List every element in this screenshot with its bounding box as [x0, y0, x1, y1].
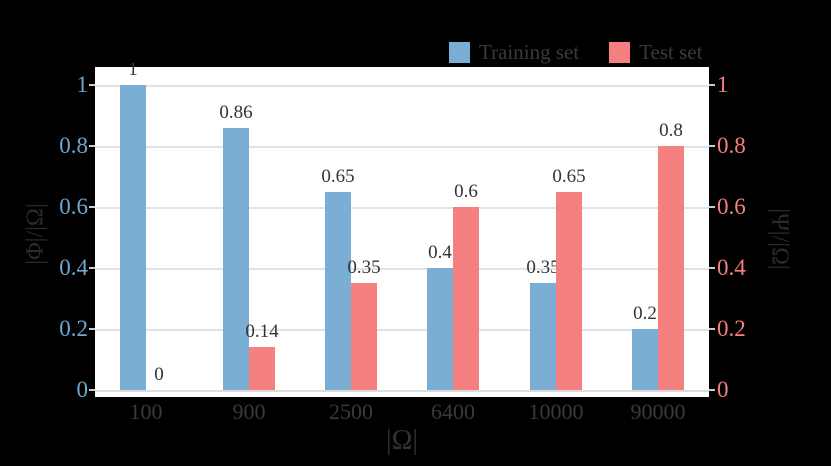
x-axis-label: |Ω| — [385, 425, 419, 456]
gridline — [95, 268, 709, 270]
bar-value-label: 0.4 — [428, 242, 452, 263]
bar-test-set — [556, 192, 582, 390]
y-tick-label-left: 0.2 — [59, 316, 88, 341]
x-tick-label: 900 — [232, 399, 266, 424]
tick-mark — [709, 145, 715, 147]
y-tick-label-left: 0.8 — [59, 133, 88, 158]
x-tick-label: 100 — [129, 399, 163, 424]
bar-test-set — [249, 347, 275, 390]
tick-mark — [709, 328, 715, 330]
bar-value-label: 0.14 — [245, 321, 279, 342]
bar-training-set — [427, 268, 453, 390]
bar-value-label: 0.6 — [454, 181, 478, 202]
tick-mark — [89, 328, 95, 330]
tick-mark — [89, 267, 95, 269]
tick-mark — [89, 206, 95, 208]
y-tick-label-left: 0.6 — [59, 194, 88, 219]
y-tick-label-right: 0.6 — [717, 194, 746, 219]
tick-mark — [709, 389, 715, 391]
bar-test-set — [453, 207, 479, 390]
tick-mark — [89, 389, 95, 391]
y-tick-label-left: 0 — [76, 377, 89, 402]
tick-mark — [709, 267, 715, 269]
bar-training-set — [325, 192, 351, 390]
bar-training-set — [632, 329, 658, 390]
bar-value-label: 0.35 — [526, 257, 560, 278]
tick-mark — [709, 84, 715, 86]
bar-value-label: 0.8 — [659, 120, 683, 141]
x-tick-label: 90000 — [630, 399, 686, 424]
legend-label-training-set: Training set — [479, 40, 580, 64]
y-tick-label-right: 1 — [717, 72, 729, 97]
bar-value-label: 1 — [128, 59, 138, 80]
x-tick-label: 10000 — [528, 399, 584, 424]
y-tick-label-left: 1 — [76, 72, 89, 97]
y-tick-label-right: 0.2 — [717, 316, 746, 341]
bar-test-set — [658, 146, 684, 390]
bar-value-label: 0.35 — [347, 257, 381, 278]
bar-training-set — [530, 283, 556, 390]
training-set-swatch-icon — [449, 41, 470, 63]
tick-mark — [89, 145, 95, 147]
bar-value-label: 0.65 — [552, 166, 586, 187]
legend-item-training-set: Training set — [449, 40, 579, 64]
legend-item-test-set: Test set — [609, 40, 702, 64]
legend-label-test-set: Test set — [639, 40, 703, 64]
bar-value-label: 0.65 — [321, 166, 355, 187]
bar-value-label: 0 — [154, 364, 164, 385]
x-tick-label: 2500 — [329, 399, 373, 424]
gridline — [95, 329, 709, 331]
y-tick-label-right: 0 — [717, 377, 729, 402]
plot-area: 1 0 0.86 0.14 0.65 0.35 0.4 0.6 0.35 0.65 0.2 0.8 — [95, 59, 709, 397]
y-axis-label-right: |Ψ|/|Ω| — [766, 208, 793, 270]
tick-mark — [89, 84, 95, 86]
gridline — [95, 146, 709, 148]
bar-value-label: 0.2 — [633, 303, 657, 324]
x-axis-baseline — [95, 390, 709, 392]
x-tick-label: 6400 — [431, 399, 475, 424]
test-set-swatch-icon — [609, 41, 631, 63]
gridline — [95, 85, 709, 87]
chart-legend: Training set Test set — [449, 40, 702, 64]
y-tick-label-left: 0.4 — [59, 255, 88, 280]
bar-test-set — [351, 283, 377, 390]
bar-value-label: 0.86 — [219, 102, 253, 123]
y-tick-label-right: 0.4 — [717, 255, 746, 280]
y-tick-label-right: 0.8 — [717, 133, 746, 158]
gridline — [95, 207, 709, 209]
bar-training-set — [120, 85, 146, 390]
tick-mark — [709, 206, 715, 208]
bar-training-set — [223, 128, 249, 390]
y-axis-label-left: |Φ|/|Ω| — [22, 203, 49, 265]
